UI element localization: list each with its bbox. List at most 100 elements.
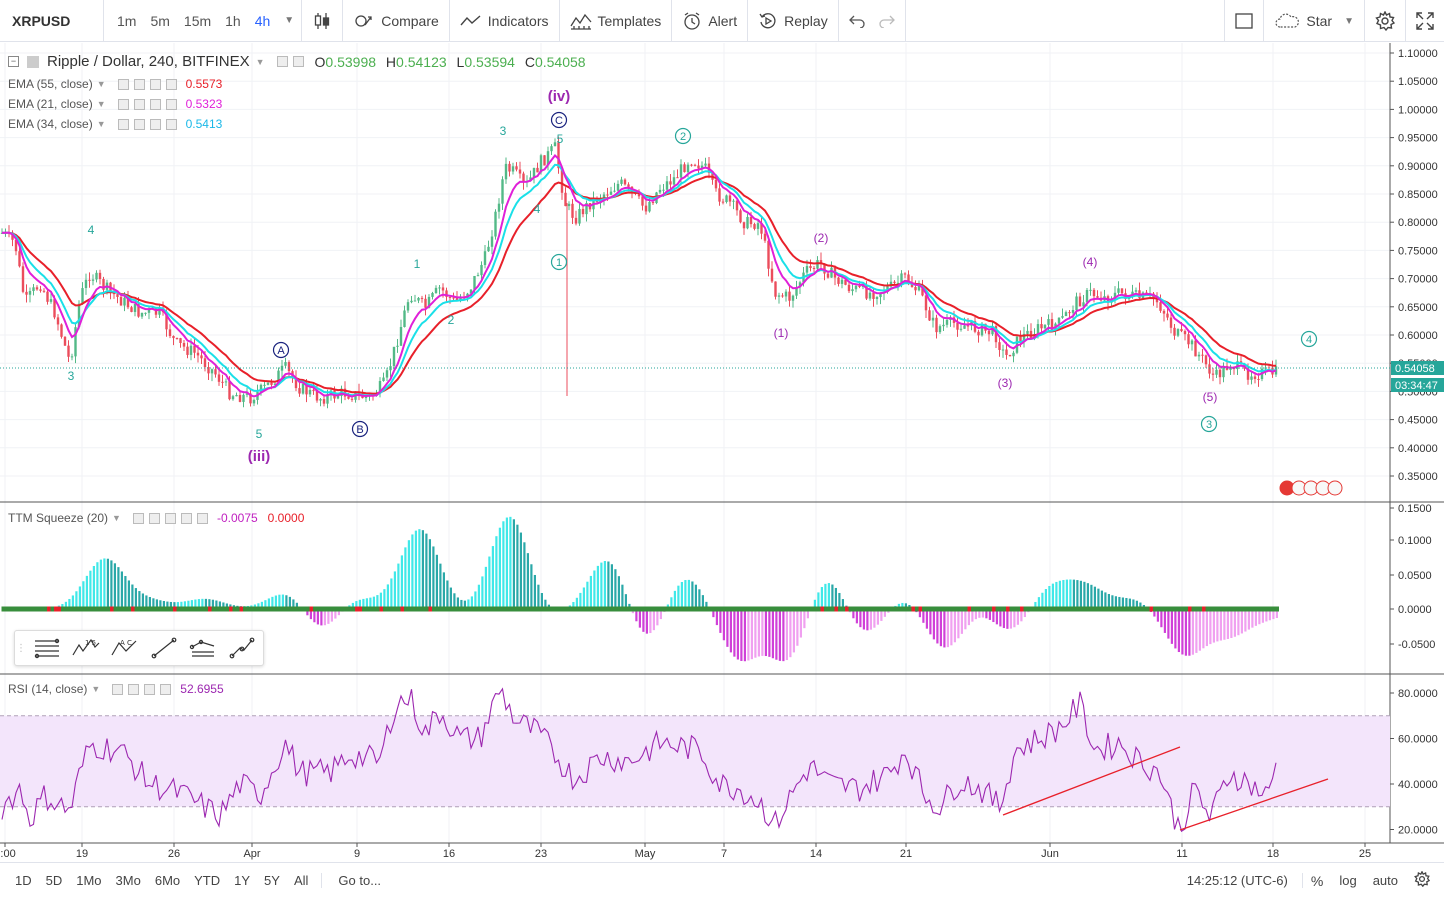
wave-a-label[interactable]: A [272,341,290,359]
price-axis-label[interactable]: 0.80000 [1398,217,1438,229]
price-axis-label[interactable]: 0.60000 [1398,330,1438,342]
time-axis-label[interactable]: Jun [1041,848,1059,860]
templates-button[interactable]: Templates [560,0,672,42]
drag-handle-icon[interactable]: ⋮ [16,642,26,654]
plus-icon[interactable] [144,683,156,695]
countdown-tag[interactable] [1391,378,1444,392]
price-axis-label[interactable]: 0.65000 [1398,302,1438,314]
wave-paren-1-label[interactable]: (1) [774,326,789,340]
range-3mo[interactable]: 3Mo [115,872,141,888]
layout-star-button[interactable]: Star ▼ [1264,0,1364,42]
time-axis-label[interactable]: 11 [1176,848,1187,860]
plus-icon[interactable] [149,98,161,110]
chevron-down-icon[interactable]: ▼ [91,684,101,694]
wave-circle-3-label[interactable]: 3 [1200,415,1218,433]
price-axis-label[interactable]: 0.45000 [1398,415,1438,427]
time-axis-label[interactable]: 14 [810,848,822,860]
elliott-impulse-tool[interactable]: 1 5 [66,631,105,665]
elliott-wave-labels[interactable]: 3 4 5 (iii) A B 1 2 3 4 5 C (iv) 1 2 3 4 (1) (2) (3) (4) (5) [68,88,1318,465]
eye-icon[interactable] [117,78,129,90]
time-axis-label[interactable]: 23 [535,848,547,860]
chart-axes[interactable]: 1.10000 1.05000 1.00000 0.95000 0.90000 0.850… [0,48,1444,860]
auto-scale-toggle[interactable]: auto [1372,873,1398,888]
redo-button[interactable] [875,0,905,42]
collapse-legend-icon[interactable]: − [8,56,19,67]
ema55-legend[interactable]: EMA (55, close) ▼ 0.5573 [8,77,222,91]
wave-4-label[interactable]: 4 [88,223,95,237]
price-axis-label[interactable]: 1.05000 [1398,76,1438,88]
price-axis-label[interactable]: 1.10000 [1398,48,1438,60]
wave-b-label[interactable]: B [351,420,369,438]
time-axis-label[interactable]: 16 [443,848,455,860]
chevron-down-icon[interactable]: ▼ [96,99,106,109]
price-axis-label[interactable]: 1.00000 [1398,104,1438,116]
wave-circle-2-label[interactable]: 2 [674,127,692,145]
range-1d[interactable]: 1D [15,872,32,888]
price-axis-label[interactable]: 0.75000 [1398,245,1438,257]
wave-iii-label[interactable]: (iii) [248,448,271,465]
ttm-axis-label[interactable]: 0.0000 [1398,604,1432,616]
time-axis-label[interactable]: 25 [1359,848,1371,860]
time-axis-label[interactable]: 7 [721,848,727,860]
close-icon[interactable] [196,512,208,524]
settings-small-icon[interactable] [128,683,140,695]
eye-icon[interactable] [276,56,288,67]
percent-scale-toggle[interactable]: % [1310,872,1324,889]
time-axis-label[interactable]: 9 [354,848,360,860]
chart-settings-button[interactable] [1406,870,1444,890]
log-scale-toggle[interactable]: log [1339,873,1357,888]
time-axis-label[interactable]: May [635,848,656,860]
wave-paren-5-label[interactable]: (5) [1203,390,1218,404]
chevron-down-icon[interactable]: ▼ [96,119,106,129]
settings-small-icon[interactable] [133,78,145,90]
parallel-channel-tool[interactable] [183,631,222,665]
indicators-button[interactable]: Indicators [450,0,559,42]
time-axis-label[interactable]: 21 [900,848,912,860]
rsi-trendline-upper[interactable] [1002,746,1181,816]
rsi-axis-label[interactable]: 40.0000 [1398,779,1438,791]
price-axis-label[interactable]: 0.90000 [1398,161,1438,173]
time-axis-label[interactable]: 19 [76,848,88,860]
economic-events-icon[interactable] [1279,480,1343,496]
wave-paren-3-label[interactable]: (3) [998,376,1013,390]
close-icon[interactable] [165,78,177,90]
wave-3b-label[interactable]: 3 [500,124,507,138]
ema34-legend[interactable]: EMA (34, close) ▼ 0.5413 [8,117,222,131]
symbol-search-button[interactable]: XRPUSD [0,0,104,42]
rsi-axis-label[interactable]: 60.0000 [1398,734,1438,746]
chart-area[interactable]: 3 4 5 (iii) A B 1 2 3 4 5 C (iv) 1 2 3 4 (1) (2) (3) (4) (5) … [0,43,1444,861]
wave-paren-4-label[interactable]: (4) [1083,255,1098,269]
eye-icon[interactable] [117,118,129,130]
range-all[interactable]: All [293,872,309,888]
rsi-axis-label[interactable]: 80.0000 [1398,688,1438,700]
interval-dropdown-chevron-icon[interactable]: ▼ [284,15,295,26]
wave-iv-label[interactable]: (iv) [548,88,571,105]
wave-1-label[interactable]: 1 [414,257,421,271]
plus-icon[interactable] [180,512,192,524]
wave-5-label[interactable]: 5 [256,427,263,441]
interval-1h[interactable]: 1h [225,12,241,29]
range-5d[interactable]: 5D [45,872,63,888]
ema21-legend[interactable]: EMA (21, close) ▼ 0.5323 [8,97,222,111]
ttm-axis-label[interactable]: -0.0500 [1398,639,1435,651]
eye-icon[interactable] [132,512,144,524]
countdown-label[interactable]: 03:34:47 [1395,380,1438,392]
range-1mo[interactable]: 1Mo [76,872,102,888]
settings-small-icon[interactable] [133,118,145,130]
ttm-axis-label[interactable]: 0.1500 [1398,503,1432,515]
range-ytd[interactable]: YTD [194,872,221,888]
close-icon[interactable] [165,98,177,110]
time-axis-label[interactable]: 5:00 [0,848,16,860]
settings-button[interactable] [1365,0,1405,42]
time-axis-label[interactable]: 18 [1267,848,1279,860]
wave-circle-4-label[interactable]: 4 [1300,330,1318,348]
alert-button[interactable]: Alert [672,0,747,42]
price-axis-label[interactable]: 0.70000 [1398,274,1438,286]
chevron-down-icon[interactable]: ▼ [255,56,265,67]
replay-button[interactable]: Replay [748,0,838,42]
price-axis-label[interactable]: 0.95000 [1398,133,1438,145]
range-1y[interactable]: 1Y [234,872,251,888]
interval-15m[interactable]: 15m [183,12,212,29]
elliott-correction-tool[interactable]: A C [105,631,144,665]
eye-icon[interactable] [112,683,124,695]
